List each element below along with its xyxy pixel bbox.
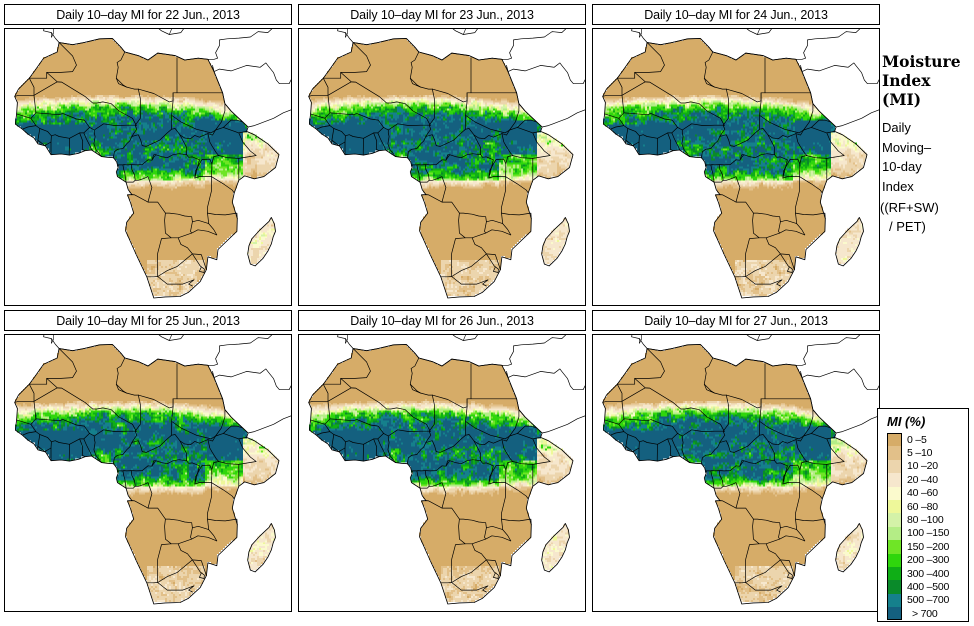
figure-formula: ((RF+SW) / PET) bbox=[880, 198, 974, 236]
legend-entry[interactable]: > 700 bbox=[887, 607, 949, 621]
panel-map-area[interactable] bbox=[298, 334, 586, 612]
country-boundaries-overlay bbox=[308, 335, 585, 605]
legend-entry[interactable]: 5 –10 bbox=[887, 446, 949, 460]
legend-entry[interactable]: 80 –100 bbox=[887, 513, 949, 527]
legend-swatch bbox=[887, 566, 902, 581]
panel-title: Daily 10–day MI for 22 Jun., 2013 bbox=[4, 4, 292, 25]
legend-entry[interactable]: 400 –500 bbox=[887, 580, 950, 594]
legend-swatch bbox=[887, 513, 902, 527]
legend-label: 20 –40 bbox=[907, 473, 938, 486]
legend-swatch bbox=[887, 607, 902, 621]
panel-map-area[interactable] bbox=[592, 28, 880, 306]
panel-title: Daily 10–day MI for 27 Jun., 2013 bbox=[592, 310, 880, 331]
panel-map-area[interactable] bbox=[4, 334, 292, 612]
panel-map-area[interactable] bbox=[592, 334, 880, 612]
legend-entry[interactable]: 60 –80 bbox=[887, 499, 949, 514]
panel-title: Daily 10–day MI for 24 Jun., 2013 bbox=[592, 4, 880, 25]
legend-entry[interactable]: 40 –60 bbox=[887, 486, 949, 500]
legend-entry[interactable]: 0 –5 bbox=[887, 433, 949, 447]
figure-subtitle-line: Index bbox=[882, 178, 914, 194]
legend-label: 80 –100 bbox=[907, 514, 944, 527]
panel-title: Daily 10–day MI for 26 Jun., 2013 bbox=[298, 310, 586, 331]
legend-label: 0 –5 bbox=[907, 433, 927, 446]
legend-label: 150 –200 bbox=[907, 540, 950, 553]
country-boundaries-overlay bbox=[602, 29, 879, 299]
legend-swatch bbox=[887, 580, 902, 594]
legend-swatch bbox=[887, 486, 902, 500]
legend-label: 40 –60 bbox=[907, 487, 938, 500]
legend-entry[interactable]: 100 –150 bbox=[887, 526, 950, 541]
legend-rail: Moisture Index (MI) Daily Moving– 10-day… bbox=[876, 0, 974, 626]
legend-entry[interactable]: 500 –700 bbox=[887, 593, 950, 608]
legend-swatch bbox=[887, 526, 902, 541]
formula-denominator: / PET) bbox=[889, 219, 926, 234]
map-panel-24jun2013[interactable]: Daily 10–day MI for 24 Jun., 2013 bbox=[592, 4, 880, 306]
map-panel-26jun2013[interactable]: Daily 10–day MI for 26 Jun., 2013 bbox=[298, 310, 586, 612]
legend-label: 60 –80 bbox=[907, 500, 938, 513]
figure-subtitle-line: 10-day bbox=[882, 159, 922, 174]
legend-entry-list: 0 –5 5 –10 10 –20 20 –40 40 –60 60 –80 80 –100… bbox=[887, 433, 950, 621]
legend-label: 300 –400 bbox=[907, 567, 950, 580]
legend-label: 500 –700 bbox=[907, 594, 950, 607]
country-boundaries-overlay bbox=[602, 335, 879, 605]
country-boundaries-overlay bbox=[14, 29, 291, 299]
panel-title: Daily 10–day MI for 23 Jun., 2013 bbox=[298, 4, 586, 25]
legend-label: 200 –300 bbox=[907, 554, 950, 567]
panel-map-area[interactable] bbox=[298, 28, 586, 306]
legend-swatch bbox=[887, 446, 902, 460]
figure-title-line: Moisture bbox=[882, 52, 961, 71]
figure-subtitle: Daily Moving– 10-day Index bbox=[882, 118, 974, 196]
legend-swatch bbox=[887, 593, 902, 608]
formula-numerator: ((RF+SW) bbox=[880, 200, 939, 215]
country-boundaries-overlay bbox=[308, 29, 585, 299]
map-panel-23jun2013[interactable]: Daily 10–day MI for 23 Jun., 2013 bbox=[298, 4, 586, 306]
panel-title: Daily 10–day MI for 25 Jun., 2013 bbox=[4, 310, 292, 331]
legend-label: 5 –10 bbox=[907, 447, 933, 460]
legend-entry[interactable]: 20 –40 bbox=[887, 473, 949, 487]
legend-swatch bbox=[887, 553, 902, 567]
legend-title: MI (%) bbox=[887, 414, 926, 429]
legend-entry[interactable]: 10 –20 bbox=[887, 459, 949, 474]
figure-title-line: (MI) bbox=[882, 90, 922, 109]
legend-swatch bbox=[887, 540, 902, 554]
map-panel-22jun2013[interactable]: Daily 10–day MI for 22 Jun., 2013 bbox=[4, 4, 292, 306]
legend-swatch bbox=[887, 499, 902, 514]
legend-swatch bbox=[887, 433, 902, 447]
legend-label: > 700 bbox=[912, 607, 938, 620]
color-legend[interactable]: MI (%) 0 –5 5 –10 10 –20 20 –40 40 –60 60 –80… bbox=[877, 408, 969, 622]
figure-title-line: Index bbox=[882, 71, 931, 90]
panel-map-area[interactable] bbox=[4, 28, 292, 306]
figure-subtitle-line: Daily bbox=[882, 120, 911, 135]
legend-entry[interactable]: 150 –200 bbox=[887, 540, 950, 554]
legend-label: 10 –20 bbox=[907, 460, 938, 473]
country-boundaries-overlay bbox=[14, 335, 291, 605]
legend-entry[interactable]: 300 –400 bbox=[887, 566, 950, 581]
legend-label: 100 –150 bbox=[907, 527, 950, 540]
legend-entry[interactable]: 200 –300 bbox=[887, 553, 950, 567]
figure-subtitle-line: Moving– bbox=[882, 139, 932, 155]
legend-label: 400 –500 bbox=[907, 580, 950, 593]
figure-title: Moisture Index (MI) bbox=[882, 52, 974, 109]
legend-swatch bbox=[887, 473, 902, 487]
map-panel-25jun2013[interactable]: Daily 10–day MI for 25 Jun., 2013 bbox=[4, 310, 292, 612]
map-panel-27jun2013[interactable]: Daily 10–day MI for 27 Jun., 2013 bbox=[592, 310, 880, 612]
legend-swatch bbox=[887, 459, 902, 474]
